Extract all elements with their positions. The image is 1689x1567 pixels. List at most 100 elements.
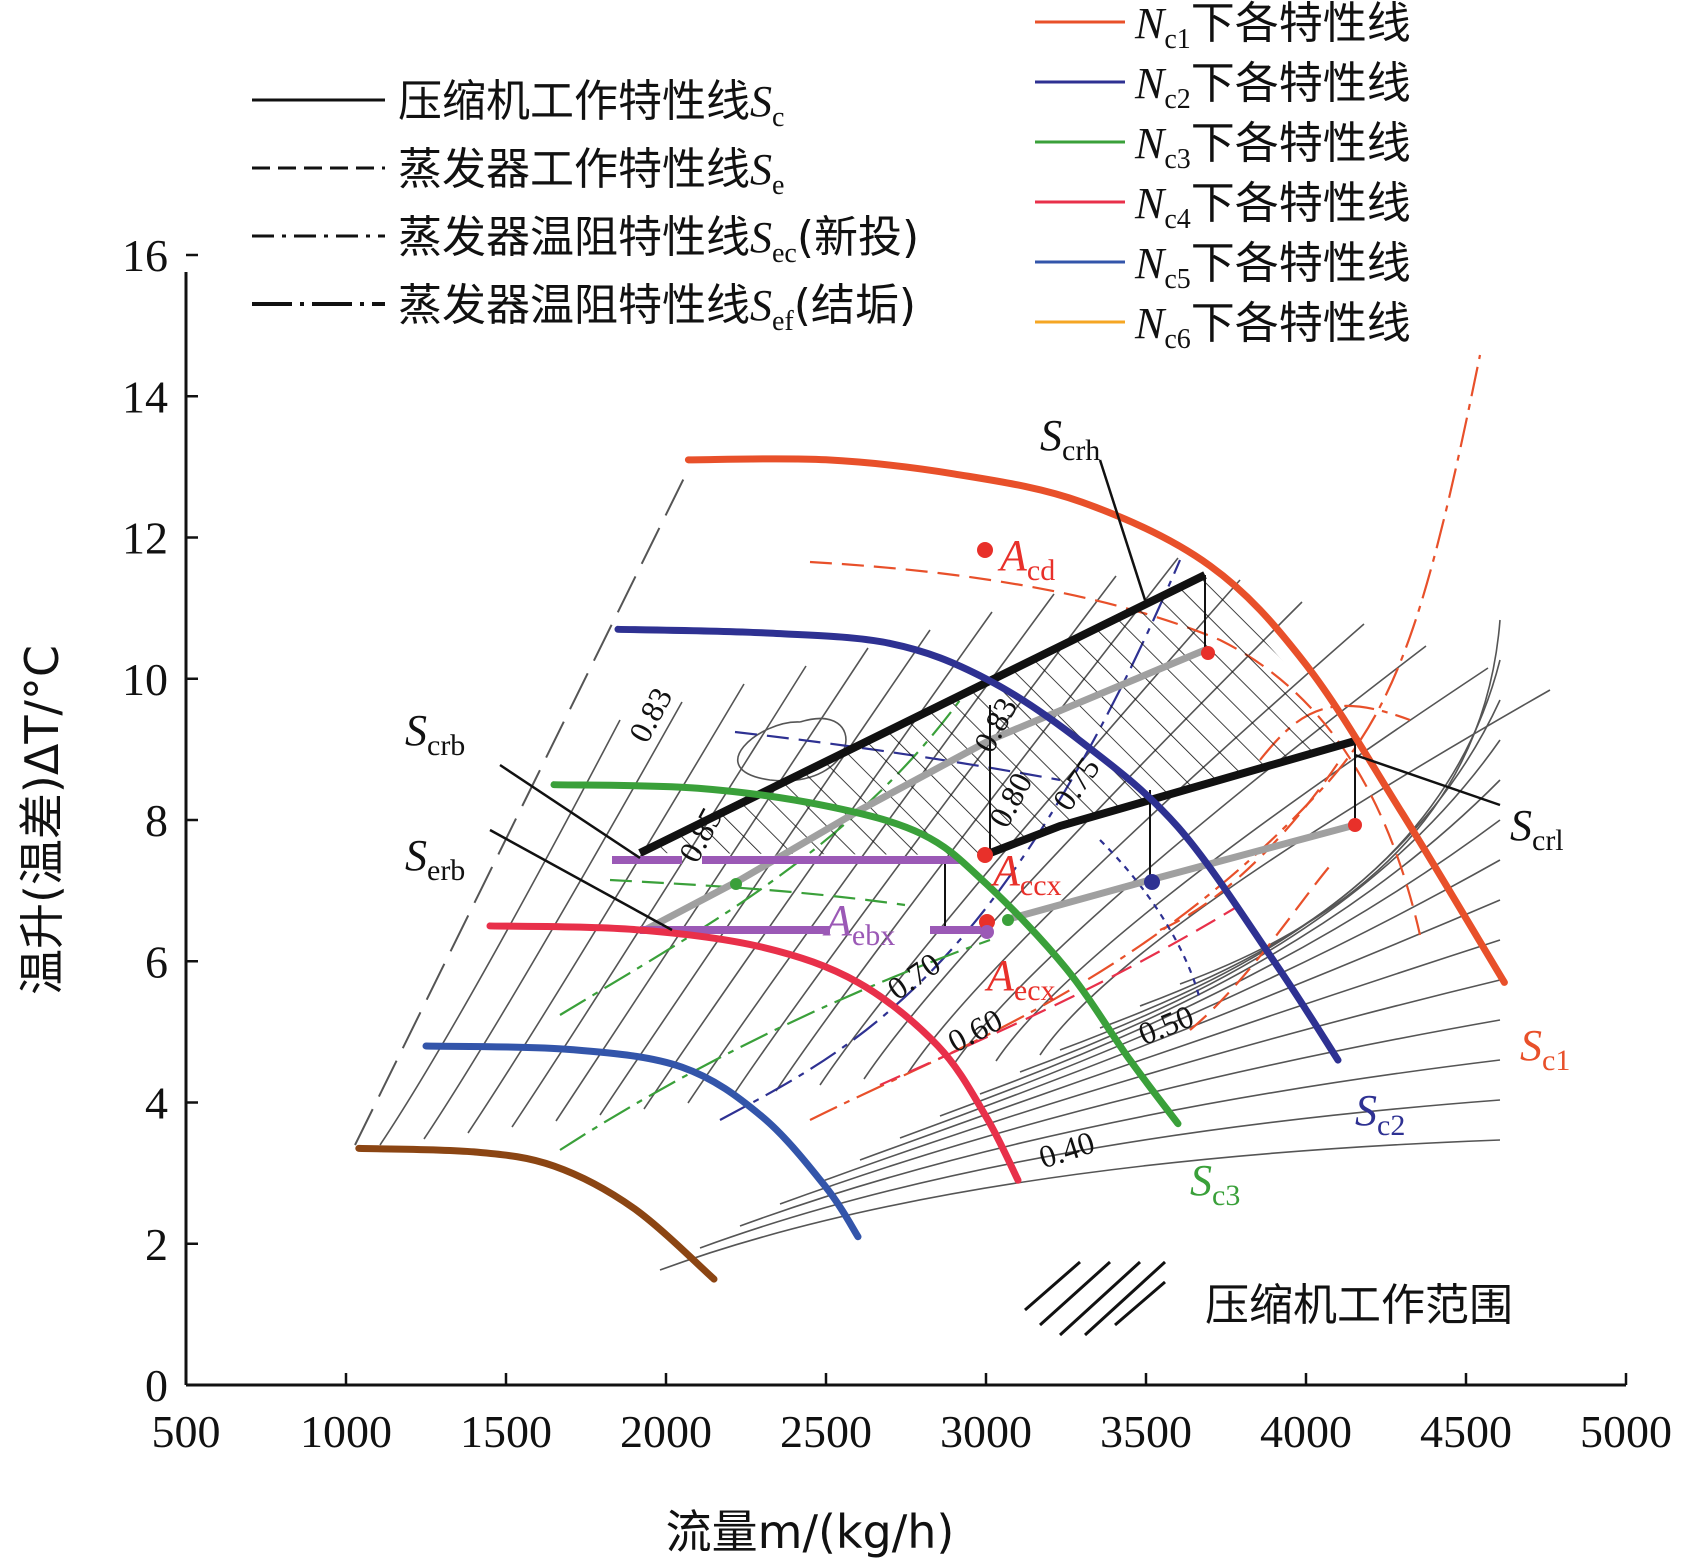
efficiency-line <box>859 939 1501 1161</box>
point-green-2 <box>1002 914 1014 926</box>
label-Accx: Accx <box>990 846 1062 902</box>
point-Aecx <box>979 914 995 930</box>
point-upper-right <box>1201 646 1215 660</box>
speed-curve-4 <box>486 922 1022 1184</box>
label-Sc2: Sc2 <box>1355 1086 1405 1142</box>
label-Aecx: Aecx <box>984 951 1056 1007</box>
hatch-legend-label: 压缩机工作范围 <box>1205 1280 1513 1331</box>
efficiency-line <box>939 859 1501 1117</box>
legend-label-c5: Nc5下各特性线 <box>1134 238 1411 295</box>
legend-label-c3: Nc3下各特性线 <box>1134 118 1411 175</box>
leader-Scrb <box>499 763 641 860</box>
efficiency-island <box>737 717 847 782</box>
surge-line <box>354 471 688 1146</box>
y-tick-label: 10 <box>122 654 168 705</box>
label-Aebx: Aebx <box>822 896 895 952</box>
efficiency-line <box>1179 619 1501 985</box>
x-tick-label: 4500 <box>1420 1406 1512 1457</box>
x-tick-label: 2500 <box>780 1406 872 1457</box>
operating-region-hatch <box>640 575 1355 855</box>
lower-boundary-Scrl <box>983 737 1357 859</box>
label-Scrb: Scrb <box>405 706 465 762</box>
legend-label-c2: Nc2下各特性线 <box>1134 58 1411 115</box>
legend-label-c1: Nc1下各特性线 <box>1134 0 1411 55</box>
label-Scrh: Scrh <box>1040 411 1100 467</box>
leader-Scrl <box>1354 753 1501 807</box>
characteristic-line <box>467 683 745 1134</box>
leader-lines <box>489 459 1501 932</box>
x-tick-label: 3000 <box>940 1406 1032 1457</box>
hatch-legend-symbol <box>1024 1260 1167 1337</box>
characteristic-line <box>511 665 807 1128</box>
y-axis-label: 温升(温差)ΔT/°C <box>15 645 69 995</box>
upper-boundary-Scrh <box>638 571 1207 857</box>
x-tick-label: 500 <box>152 1406 221 1457</box>
speed-curve-6 <box>355 1144 718 1283</box>
y-ticks: 0 2 4 6 8 10 12 14 16 <box>122 230 198 1411</box>
x-tick-label: 5000 <box>1580 1406 1672 1457</box>
speed-curve-2 <box>614 625 1342 1064</box>
legend-label-c4: Nc4下各特性线 <box>1134 178 1411 235</box>
legend-right: Nc1下各特性线Nc2下各特性线Nc3下各特性线Nc4下各特性线Nc5下各特性线… <box>1035 0 1411 355</box>
label-Serb: Serb <box>405 831 465 887</box>
characteristic-line <box>379 719 621 1146</box>
efficiency-label: 0.40 <box>1034 1124 1098 1176</box>
evap-line-Nc4 <box>879 904 1241 1087</box>
x-tick-label: 1500 <box>460 1406 552 1457</box>
efficiency-label: 0.70 <box>880 945 947 1007</box>
label-Acd: Acd <box>997 531 1055 587</box>
characteristic-line <box>1039 689 1551 1056</box>
efficiency-line <box>1059 739 1501 1051</box>
y-tick-label: 14 <box>122 371 168 422</box>
y-tick-label: 0 <box>145 1360 168 1411</box>
x-tick-label: 1000 <box>300 1406 392 1457</box>
legend-left: 压缩机工作特性线Sc 蒸发器工作特性线Se 蒸发器温阻特性线Sec(新投) 蒸发器温阻… <box>252 76 919 337</box>
efficiency-line <box>899 899 1501 1139</box>
efficiency-line <box>739 1059 1501 1227</box>
legend-label: 压缩机工作特性线Sc <box>398 76 784 133</box>
evap-line-Nc5 <box>1099 839 1202 1001</box>
legend-label: 蒸发器温阻特性线Sef(结垢) <box>398 280 916 337</box>
leader-Scrh <box>1098 459 1147 601</box>
y-tick-label: 16 <box>122 230 168 281</box>
efficiency-line <box>1019 779 1501 1073</box>
efficiency-line <box>699 1099 1501 1249</box>
characteristic-line <box>995 667 1489 1062</box>
legend-label: 蒸发器温阻特性线Sec(新投) <box>398 212 919 269</box>
legend-label-c6: Nc6下各特性线 <box>1134 298 1411 355</box>
y-tick-label: 6 <box>145 936 168 987</box>
label-Sc1: Sc1 <box>1520 1021 1570 1077</box>
speed-lines-gray <box>354 471 1551 1271</box>
x-ticks: 500 1000 1500 2000 2500 3000 3500 4000 4500 5000 <box>152 1373 1672 1457</box>
speed-curve-1 <box>684 455 1508 986</box>
point-labels: Acd Accx Aecx Aebx Scrh Scrl Scrb Serb Sc1 Sc2 Sc3 <box>405 411 1570 1212</box>
speed-curve-3 <box>550 781 1182 1128</box>
characteristic-line <box>423 701 683 1140</box>
evap-resistance-Nc3-b <box>559 938 991 1151</box>
x-axis-label: 流量m/(kg/h) <box>666 1505 955 1559</box>
point-green <box>730 878 742 890</box>
evap-line-Nc1-c <box>1189 859 1336 1031</box>
legend-label: 蒸发器工作特性线Se <box>398 144 784 201</box>
x-tick-label: 4000 <box>1260 1406 1352 1457</box>
speed-curves <box>355 455 1508 1283</box>
evap-resistance-Nc1 <box>809 354 1482 1121</box>
speed-curve-5 <box>422 1042 862 1241</box>
y-tick-label: 2 <box>145 1219 168 1270</box>
point-lower-right <box>1348 818 1362 832</box>
x-tick-label: 2000 <box>620 1406 712 1457</box>
point-Aebx <box>980 925 994 939</box>
point-Accx <box>977 847 993 863</box>
point-blue <box>1144 874 1160 890</box>
label-Sc3: Sc3 <box>1190 1156 1240 1212</box>
y-tick-label: 8 <box>145 795 168 846</box>
evap-resistance-Nc2 <box>719 559 1182 1121</box>
efficiency-label: 0.83 <box>621 682 679 748</box>
label-Scrl: Scrl <box>1510 801 1564 857</box>
axes: 500 1000 1500 2000 2500 3000 3500 4000 4500 5000 … <box>15 230 1672 1559</box>
evap-line-Nc3 <box>609 878 906 907</box>
key-points <box>730 542 1362 939</box>
efficiency-line <box>779 1019 1501 1205</box>
hatch-legend: 压缩机工作范围 <box>1024 1260 1513 1337</box>
